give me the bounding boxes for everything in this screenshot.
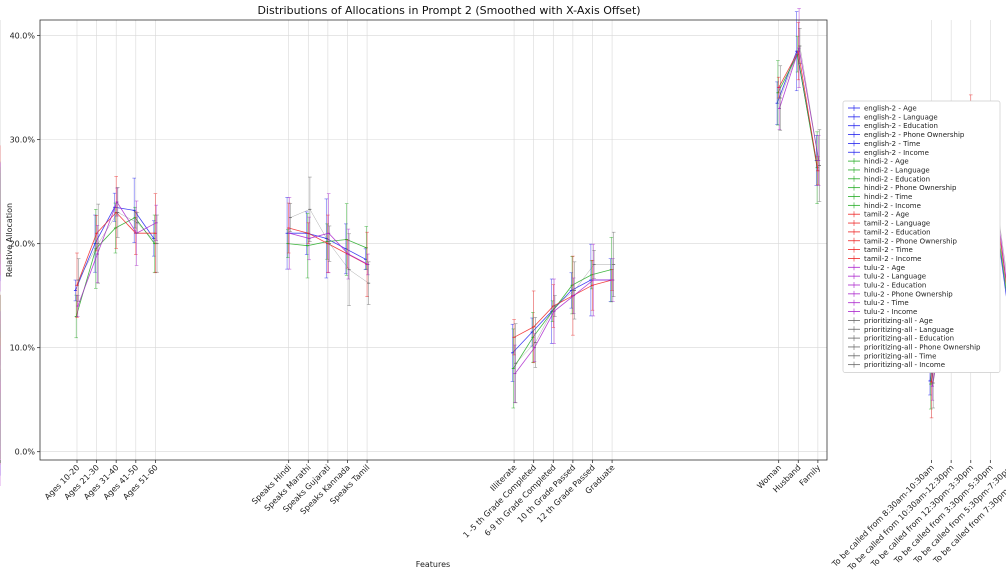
- series-line: [514, 279, 613, 374]
- y-tick-label: 20.0%: [10, 240, 36, 249]
- y-tick-label: 10.0%: [10, 344, 36, 353]
- series-line: [512, 269, 612, 369]
- plot-frame: [39, 19, 828, 461]
- legend-label: english-2 - Language: [864, 113, 938, 121]
- y-tick-label: 30.0%: [10, 136, 36, 145]
- legend-label: prioritizing-all - Time: [864, 352, 936, 360]
- legend-label: english-2 - Education: [864, 122, 938, 130]
- legend-label: tamil-2 - Education: [864, 228, 931, 236]
- y-axis-title: Relative Allocation: [5, 203, 14, 277]
- series-line: [515, 264, 614, 364]
- legend-label: prioritizing-all - Age: [864, 317, 933, 325]
- legend-label: hindi-2 - Education: [864, 175, 930, 183]
- legend-label: english-2 - Time: [864, 140, 920, 148]
- legend-label: tulu-2 - Age: [864, 264, 905, 272]
- legend-label: prioritizing-all - Phone Ownership: [864, 343, 981, 351]
- y-tick-label: 0.0%: [15, 448, 36, 457]
- legend-label: hindi-2 - Language: [864, 166, 930, 174]
- legend-label: tamil-2 - Time: [864, 246, 913, 254]
- legend-label: tamil-2 - Income: [864, 255, 921, 263]
- legend-label: english-2 - Age: [864, 105, 917, 113]
- legend-label: tulu-2 - Language: [864, 273, 926, 281]
- legend-label: english-2 - Income: [864, 149, 929, 157]
- legend-label: hindi-2 - Age: [864, 158, 909, 166]
- legend-label: prioritizing-all - Language: [864, 326, 954, 334]
- chart-title: Distributions of Allocations in Prompt 2…: [257, 4, 640, 17]
- legend-label: tamil-2 - Language: [864, 220, 930, 228]
- legend-label: tamil-2 - Phone Ownership: [864, 237, 957, 245]
- legend-label: prioritizing-all - Income: [864, 361, 945, 369]
- legend-label: tulu-2 - Phone Ownership: [864, 290, 953, 298]
- legend-label: tulu-2 - Education: [864, 282, 926, 290]
- x-axis-title: Features: [416, 560, 450, 569]
- legend-label: tulu-2 - Income: [864, 308, 917, 316]
- legend-label: tamil-2 - Age: [864, 211, 909, 219]
- legend-label: hindi-2 - Time: [864, 193, 912, 201]
- legend-label: hindi-2 - Income: [864, 202, 921, 210]
- legend-label: prioritizing-all - Education: [864, 335, 954, 343]
- legend-label: hindi-2 - Phone Ownership: [864, 184, 957, 192]
- legend-box: [842, 100, 1001, 373]
- y-axis-ticks: 0.0% 10.0% 20.0% 30.0% 40.0%: [10, 32, 40, 457]
- y-tick-label: 40.0%: [10, 32, 36, 41]
- legend-label: tulu-2 - Time: [864, 299, 909, 307]
- series-line: [513, 279, 613, 338]
- legend-label: english-2 - Phone Ownership: [864, 131, 965, 139]
